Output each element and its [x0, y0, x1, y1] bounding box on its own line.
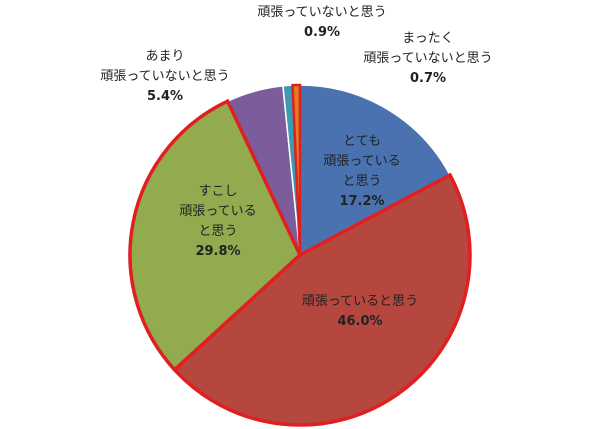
- pie-slice-1: [299, 84, 452, 257]
- slice-value-label-4: 5.4%: [147, 89, 183, 104]
- slice-label-line: 頑張っている: [323, 154, 400, 169]
- slice-label-4: あまり頑張っていないと思う: [100, 49, 229, 84]
- slice-label-line: すこし: [198, 184, 237, 199]
- slice-label-2: 頑張っていると思う: [302, 294, 418, 309]
- pie-slice-highlight-2: [172, 172, 472, 427]
- pie-labels: とても頑張っていると思う17.2%頑張っていると思う46.0%すこし頑張っている…: [100, 5, 492, 329]
- slice-label-line: まったく: [402, 31, 453, 46]
- slice-label-line: とても: [343, 134, 381, 149]
- slice-value-label-2: 46.0%: [337, 314, 382, 329]
- slice-label-line: 頑張っていないと思う: [100, 69, 229, 84]
- slice-value-label-5: 0.9%: [304, 25, 340, 40]
- pie-slice-highlight-3: [128, 98, 303, 373]
- slice-label-6: まったく頑張っていないと思う: [363, 31, 492, 66]
- slice-label-line: あまり: [145, 49, 184, 64]
- slice-value-label-6: 0.7%: [410, 71, 446, 86]
- slice-label-5: 頑張っていないと思う: [257, 5, 386, 20]
- slice-label-1: とても頑張っていると思う: [323, 134, 400, 189]
- slice-value-label-3: 29.8%: [195, 244, 240, 259]
- slice-label-line: と思う: [342, 174, 381, 189]
- slice-label-line: 頑張っていないと思う: [363, 51, 492, 66]
- slice-label-line: 頑張っていると思う: [302, 294, 418, 309]
- pie-slice-highlight-6: [291, 83, 302, 256]
- slice-label-line: 頑張っている: [179, 204, 256, 219]
- slice-label-line: と思う: [198, 224, 237, 239]
- slice-label-3: すこし頑張っていると思う: [179, 184, 256, 239]
- slice-label-line: 頑張っていないと思う: [257, 5, 386, 20]
- slice-value-label-1: 17.2%: [339, 194, 384, 209]
